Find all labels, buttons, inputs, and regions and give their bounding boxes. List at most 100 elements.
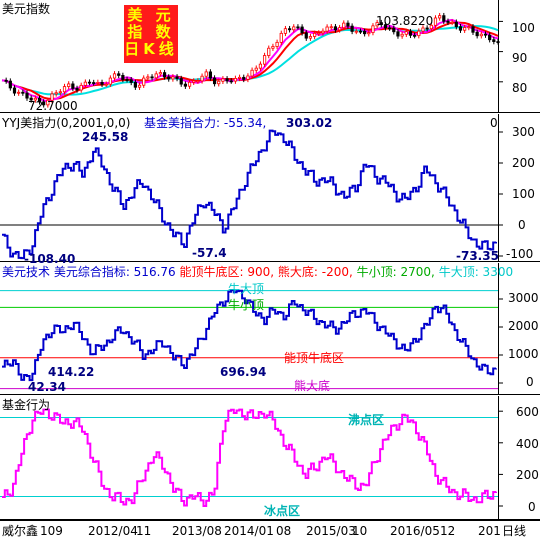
candle-body bbox=[162, 72, 167, 78]
candle-body bbox=[471, 26, 475, 33]
candle-body bbox=[475, 31, 479, 37]
date-tick: 2016/05 bbox=[390, 524, 440, 538]
candle-body bbox=[83, 81, 87, 86]
candle-body bbox=[37, 97, 42, 103]
panel-title: 美元指数 bbox=[2, 2, 51, 16]
legend-niu-da-ding: 牛大顶: 3300 bbox=[438, 265, 514, 279]
legend-xiong-da-di: 熊大底: -200, bbox=[277, 265, 353, 279]
candle-body bbox=[275, 41, 279, 47]
axis-label: 0 bbox=[528, 500, 536, 514]
candle-body bbox=[137, 84, 142, 88]
chart-badge: 美 元 指 数 日K线 bbox=[124, 5, 178, 63]
candle-body bbox=[225, 78, 229, 82]
candle-body bbox=[33, 97, 37, 101]
candle-body bbox=[450, 21, 454, 24]
low-price-label: 72.7000 bbox=[28, 99, 78, 113]
slow-moving-average bbox=[1, 25, 499, 96]
candle-body bbox=[458, 26, 463, 31]
fund-force-panel[interactable]: YYJ美指力(0,2001,0,0) 基金美指合力: -55.34, 0 245… bbox=[0, 114, 540, 266]
candle-body bbox=[250, 69, 254, 77]
candle-body bbox=[383, 24, 388, 29]
candle-body bbox=[154, 73, 158, 79]
candle-body bbox=[467, 26, 471, 29]
value-label: 414.22 bbox=[48, 365, 95, 379]
fund-behavior-line bbox=[2, 408, 497, 507]
candle-body bbox=[258, 63, 263, 69]
candle-body bbox=[400, 33, 404, 37]
axis-label: 0 bbox=[518, 218, 526, 232]
fund-behavior-panel[interactable]: 基金行为 沸点区 冰点区 600 400 200 0 bbox=[0, 396, 540, 520]
axis-label: 400 bbox=[516, 437, 539, 451]
composite-indicator-chart[interactable] bbox=[0, 263, 540, 395]
peak-label: 245.58 bbox=[82, 130, 129, 144]
candle-body bbox=[417, 30, 421, 37]
axis-label: 200 bbox=[516, 468, 539, 482]
candle-body bbox=[317, 32, 321, 35]
composite-indicator-panel[interactable]: 美元技术 美元综合指标: 516.76 能顶牛底区: 900, 熊大底: -20… bbox=[0, 263, 540, 395]
date-tick: 201 bbox=[478, 524, 501, 538]
candle-body bbox=[463, 27, 467, 31]
period-label: 日线 bbox=[502, 524, 527, 538]
date-tick: 10 bbox=[352, 524, 368, 538]
brand-label: 威尔鑫 bbox=[2, 524, 39, 538]
candle-body bbox=[283, 28, 288, 34]
candle-body bbox=[350, 25, 354, 32]
candle-body bbox=[346, 22, 350, 27]
candle-body bbox=[104, 83, 108, 86]
candle-body bbox=[454, 21, 458, 28]
candle-body bbox=[296, 26, 300, 29]
axis-label: 300 bbox=[512, 125, 535, 139]
badge-line-3: 日K线 bbox=[124, 40, 178, 58]
candle-body bbox=[12, 87, 17, 94]
candle-body bbox=[142, 77, 146, 86]
candle-body bbox=[425, 27, 429, 30]
peak-label: 303.02 bbox=[286, 116, 333, 130]
ref-label-neng-ding: 能顶牛底区 bbox=[284, 351, 345, 365]
axis-label: 1000 bbox=[508, 347, 539, 361]
fast-moving-average bbox=[1, 18, 499, 103]
ref-label-niu-xiao-ding: 牛小顶 bbox=[228, 298, 265, 312]
candle-body bbox=[167, 76, 171, 80]
candle-body bbox=[79, 84, 83, 91]
low-label: -73.35 bbox=[456, 249, 499, 263]
candle-body bbox=[112, 73, 117, 79]
indicator-name: YYJ美指力(0,2001,0,0) bbox=[2, 116, 131, 130]
candle-body bbox=[62, 86, 67, 93]
date-tick: 11 bbox=[136, 524, 152, 538]
low-label: -108.40 bbox=[24, 252, 76, 266]
candle-body bbox=[379, 22, 383, 26]
ref-label-xiong-da-di: 熊大底 bbox=[294, 379, 331, 393]
indicator-legend: 美元技术 美元综合指标: 516.76 能顶牛底区: 900, 熊大底: -20… bbox=[2, 265, 513, 279]
candle-body bbox=[46, 99, 50, 106]
fund-force-chart[interactable] bbox=[0, 114, 540, 262]
low-label: -57.4 bbox=[192, 246, 227, 260]
badge-line-1: 美 元 bbox=[127, 6, 175, 24]
candle-body bbox=[267, 47, 271, 56]
dollar-index-chart[interactable] bbox=[0, 0, 540, 113]
candle-body bbox=[246, 75, 250, 80]
date-tick: 2014/01 bbox=[224, 524, 274, 538]
candle-body bbox=[313, 32, 317, 37]
axis-label: 100 bbox=[512, 21, 535, 35]
axis-label: 200 bbox=[512, 156, 535, 170]
candle-body bbox=[358, 30, 363, 33]
candle-body bbox=[396, 31, 400, 37]
candle-body bbox=[483, 33, 488, 36]
fund-behavior-chart[interactable] bbox=[0, 396, 540, 520]
candle-body bbox=[21, 91, 25, 94]
candle-body bbox=[121, 75, 125, 80]
candle-body bbox=[292, 26, 296, 31]
high-price-label: 103.8220 bbox=[376, 14, 434, 28]
mid-moving-average bbox=[1, 21, 499, 100]
dollar-index-panel[interactable]: 美元指数 美 元 指 数 日K线 103.8220 72.7000 100 90… bbox=[0, 0, 540, 113]
candle-body bbox=[271, 46, 275, 49]
badge-line-2: 指 数 bbox=[127, 23, 175, 41]
candle-body bbox=[196, 80, 200, 83]
indicator-extra: 0 bbox=[490, 116, 498, 130]
candle-body bbox=[388, 27, 392, 30]
candle-body bbox=[208, 71, 213, 79]
candle-body bbox=[262, 55, 267, 65]
candle-body bbox=[479, 33, 483, 37]
candle-body bbox=[433, 17, 438, 26]
candle-body bbox=[179, 78, 183, 85]
